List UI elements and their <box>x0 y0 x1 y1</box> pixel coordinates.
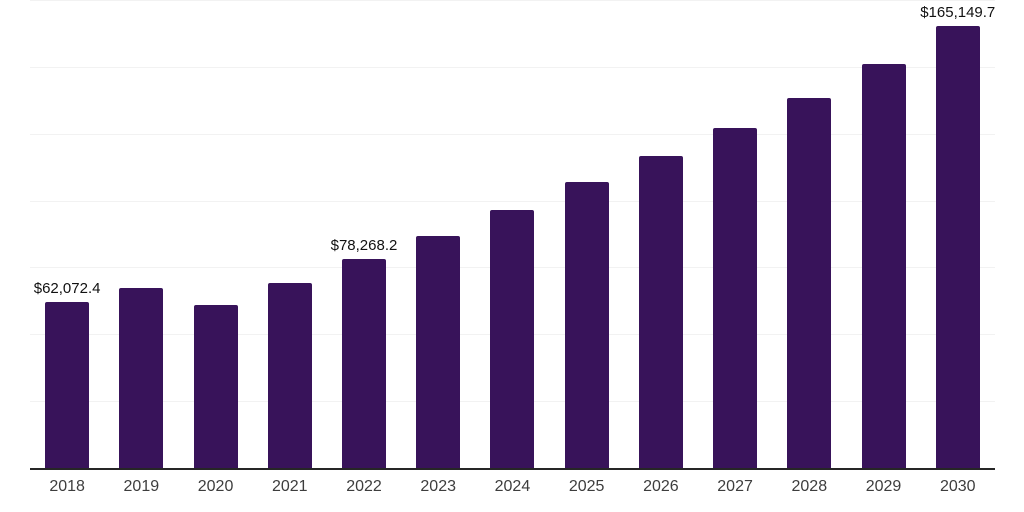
bar-2019 <box>119 287 164 468</box>
x-tick-2028: 2028 <box>791 478 828 495</box>
x-tick-2027: 2027 <box>717 478 753 495</box>
bars-container: $62,072.4 $78,268.2 $165,149.7 <box>30 0 995 468</box>
bar-2022: $78,268.2 <box>331 237 397 468</box>
bar-2024 <box>490 209 535 468</box>
x-tick-2024: 2024 <box>494 478 531 495</box>
bar-2026 <box>638 155 683 468</box>
gridline <box>30 133 995 135</box>
x-tick-2026: 2026 <box>643 478 679 495</box>
bar-2025 <box>564 182 609 468</box>
bar-2029 <box>861 64 906 468</box>
bar-2020 <box>193 305 238 468</box>
bar-2027 <box>713 127 758 468</box>
bar-value-label-2030: $165,149.7 <box>920 4 996 22</box>
x-tick-2022: 2022 <box>346 478 382 495</box>
x-tick-2019: 2019 <box>123 478 160 495</box>
x-tick-2023: 2023 <box>420 478 456 495</box>
bar-2018: $62,072.4 <box>34 280 100 468</box>
bar-2021 <box>267 283 312 468</box>
x-tick-2021: 2021 <box>271 478 308 495</box>
bar-2023 <box>416 235 461 468</box>
bar-value-label-2018: $62,072.4 <box>33 280 101 298</box>
gridline <box>30 200 995 202</box>
x-axis: 2018 2019 2020 2021 2022 2023 2024 2025 2026 2027… <box>30 478 995 496</box>
bar-2030: $165,149.7 <box>920 4 995 468</box>
plot-area: $62,072.4 $78,268.2 $165,149.7 <box>30 0 995 470</box>
x-tick-2020: 2020 <box>197 478 234 495</box>
x-tick-2018: 2018 <box>49 478 85 495</box>
bar-value-label-2022: $78,268.2 <box>330 236 398 254</box>
gridline <box>30 0 995 1</box>
gridline <box>30 66 995 68</box>
bar-2028 <box>787 97 832 468</box>
x-tick-2030: 2030 <box>939 478 976 495</box>
x-tick-2025: 2025 <box>568 478 605 495</box>
x-tick-2029: 2029 <box>865 478 902 495</box>
